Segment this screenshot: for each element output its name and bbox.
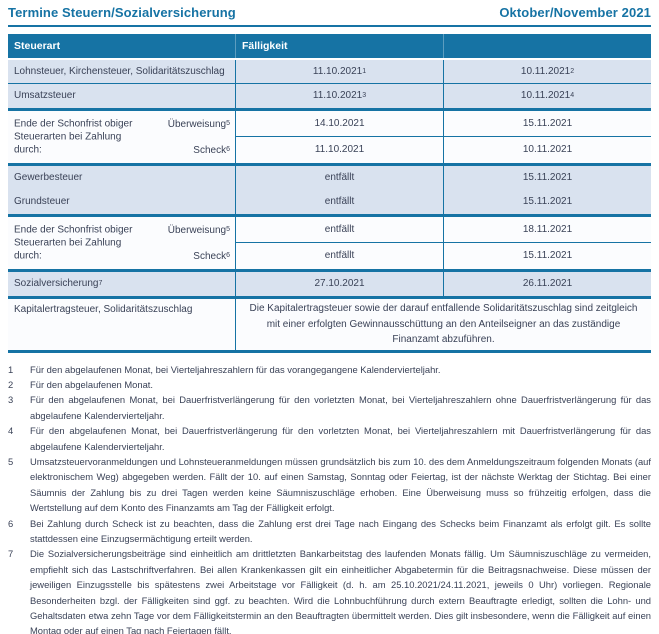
footnote-1: 1 Für den abgelaufenen Monat, bei Viertel… bbox=[8, 362, 651, 377]
footnote-6: 6 Bei Zahlung durch Scheck ist zu beachte… bbox=[8, 516, 651, 547]
footnote-number: 6 bbox=[8, 517, 14, 529]
footnote-number: 5 bbox=[8, 455, 14, 467]
date-october: 14.10.2021 bbox=[235, 111, 443, 137]
table-row-schonfrist-2: Ende der Schonfrist obiger Steuerarten b… bbox=[8, 217, 651, 269]
date-october: entfällt bbox=[235, 217, 443, 243]
footnote-text: Für den abgelaufenen Monat, bei Viertelj… bbox=[30, 363, 441, 375]
footnote-number: 3 bbox=[8, 394, 14, 406]
group-gewerbe-grund: Gewerbesteuer entfällt 15.11.2021 Grunds… bbox=[8, 166, 651, 217]
row-label: Kapitalertragsteuer, Solidaritätszuschla… bbox=[14, 304, 193, 315]
footnote-text: Für den abgelaufenen Monat. bbox=[30, 378, 154, 390]
row-label: Lohnsteuer, Kirchensteuer, Solidaritätsz… bbox=[14, 65, 225, 77]
page-header: Termine Steuern/Sozialversicherung Oktob… bbox=[8, 5, 651, 27]
group-schonfrist-1: Ende der Schonfrist obiger Steuerarten b… bbox=[8, 111, 651, 166]
date-november: 15.11.2021 bbox=[443, 243, 651, 269]
kapitalertrag-note: Die Kapitalertragsteuer sowie der darauf… bbox=[235, 299, 651, 350]
table-row-sozialversicherung: Sozialversicherung 7 27.10.2021 26.11.202… bbox=[8, 272, 651, 296]
date-october: 11.10.2021 1 bbox=[235, 60, 443, 83]
date-november: 15.11.2021 bbox=[443, 190, 651, 214]
table-row-grundsteuer: Grundsteuer entfällt 15.11.2021 bbox=[8, 190, 651, 214]
date-november: 10.11.2021 2 bbox=[443, 60, 651, 83]
footnote-gap bbox=[21, 546, 30, 634]
sublabel-text: Scheck bbox=[193, 250, 227, 262]
footnote-gap bbox=[21, 392, 30, 423]
group-sozialversicherung: Sozialversicherung 7 27.10.2021 26.11.202… bbox=[8, 272, 651, 299]
date-october: entfällt bbox=[235, 166, 443, 190]
date-october: entfällt bbox=[235, 243, 443, 269]
footnote-7: 7 Die Sozialversicherungsbeiträge sind ei… bbox=[8, 546, 651, 634]
date-october: entfällt bbox=[235, 190, 443, 214]
footnote-2: 2 Für den abgelaufenen Monat. bbox=[8, 377, 651, 392]
footnote-gap bbox=[21, 423, 30, 454]
date-november: 18.11.2021 bbox=[443, 217, 651, 243]
tax-deadline-table: Steuerart Fälligkeit Lohnsteuer, Kirchen… bbox=[8, 34, 651, 353]
footnote-gap bbox=[21, 377, 30, 392]
footnote-text: Umsatzsteuervoranmeldungen und Lohnsteue… bbox=[30, 455, 651, 514]
footnote-gap bbox=[21, 454, 30, 516]
date-november: 15.11.2021 bbox=[443, 166, 651, 190]
date-october: 11.10.2021 bbox=[235, 137, 443, 163]
group-lohn-umsatz: Lohnsteuer, Kirchensteuer, Solidaritätsz… bbox=[8, 60, 651, 111]
date-november: 15.11.2021 bbox=[443, 111, 651, 137]
date-november: 10.11.2021 4 bbox=[443, 84, 651, 108]
footnote-number: 1 bbox=[8, 363, 14, 375]
table-row-kapitalertragsteuer: Kapitalertragsteuer, Solidaritätszuschla… bbox=[8, 299, 651, 350]
date-october: 11.10.2021 3 bbox=[235, 84, 443, 108]
footnote-text: Die Sozialversicherungsbeiträge sind ein… bbox=[30, 548, 651, 634]
sublabel-text: Überweisung bbox=[167, 118, 227, 130]
page-title: Termine Steuern/Sozialversicherung bbox=[8, 5, 236, 20]
date-october: 27.10.2021 bbox=[235, 272, 443, 296]
schonfrist-left-cell: Ende der Schonfrist obiger Steuerarten b… bbox=[8, 111, 235, 163]
row-label: Ende der Schonfrist obiger Steuerarten b… bbox=[14, 224, 133, 262]
date-value: 11.10.2021 bbox=[312, 65, 363, 77]
column-header-steuerart: Steuerart bbox=[14, 40, 61, 52]
column-header-faelligkeit: Fälligkeit bbox=[235, 34, 443, 58]
row-label-text: Sozialversicherung bbox=[14, 278, 99, 289]
row-label: Ende der Schonfrist obiger Steuerarten b… bbox=[14, 118, 133, 156]
footnote-text: Für den abgelaufenen Monat, bei Dauerfri… bbox=[30, 425, 651, 452]
table-header-row: Steuerart Fälligkeit bbox=[8, 34, 651, 58]
row-label: Umsatzsteuer bbox=[14, 90, 76, 101]
group-kapitalertragsteuer: Kapitalertragsteuer, Solidaritätszuschla… bbox=[8, 299, 651, 350]
date-value: 10.11.2021 bbox=[520, 90, 571, 101]
row-label: Sozialversicherung 7 bbox=[14, 278, 103, 289]
group-schonfrist-2: Ende der Schonfrist obiger Steuerarten b… bbox=[8, 217, 651, 272]
date-november: 26.11.2021 bbox=[443, 272, 651, 296]
footnote-3: 3 Für den abgelaufenen Monat, bei Dauerfr… bbox=[8, 392, 651, 423]
table-row-umsatzsteuer: Umsatzsteuer 11.10.2021 3 10.11.2021 4 bbox=[8, 84, 651, 108]
footnote-number: 7 bbox=[8, 548, 14, 560]
date-november: 10.11.2021 bbox=[443, 137, 651, 163]
footnote-5: 5 Umsatzsteuervoranmeldungen und Lohnsteu… bbox=[8, 454, 651, 516]
table-row-lohnsteuer: Lohnsteuer, Kirchensteuer, Solidaritätsz… bbox=[8, 60, 651, 84]
footnote-gap bbox=[21, 362, 30, 377]
table-row-schonfrist-1: Ende der Schonfrist obiger Steuerarten b… bbox=[8, 111, 651, 163]
footnote-4: 4 Für den abgelaufenen Monat, bei Dauerfr… bbox=[8, 423, 651, 454]
sublabel-text: Überweisung bbox=[167, 224, 227, 236]
row-label: Gewerbesteuer bbox=[14, 172, 83, 183]
column-header-empty bbox=[443, 34, 651, 58]
footnote-number: 4 bbox=[8, 425, 14, 437]
footnote-gap bbox=[21, 516, 30, 547]
period-label: Oktober/November 2021 bbox=[499, 5, 651, 20]
row-label: Grundsteuer bbox=[14, 196, 70, 207]
sublabel-ueberweisung: Überweisung 5 bbox=[167, 118, 230, 130]
date-value: 11.10.2021 bbox=[312, 90, 363, 101]
table-row-gewerbesteuer: Gewerbesteuer entfällt 15.11.2021 bbox=[8, 166, 651, 190]
sublabel-text: Scheck bbox=[193, 144, 227, 156]
footnote-number: 2 bbox=[8, 378, 14, 390]
sublabel-scheck: Scheck 6 bbox=[193, 250, 230, 262]
footnote-text: Für den abgelaufenen Monat, bei Dauerfri… bbox=[30, 394, 651, 421]
footnote-text: Bei Zahlung durch Scheck ist zu beachten… bbox=[30, 517, 651, 544]
sublabel-ueberweisung: Überweisung 5 bbox=[167, 224, 230, 236]
schonfrist-left-cell: Ende der Schonfrist obiger Steuerarten b… bbox=[8, 217, 235, 269]
sublabel-scheck: Scheck 6 bbox=[193, 144, 230, 156]
footnotes: 1 Für den abgelaufenen Monat, bei Viertel… bbox=[8, 362, 651, 634]
date-value: 10.11.2021 bbox=[520, 65, 571, 77]
